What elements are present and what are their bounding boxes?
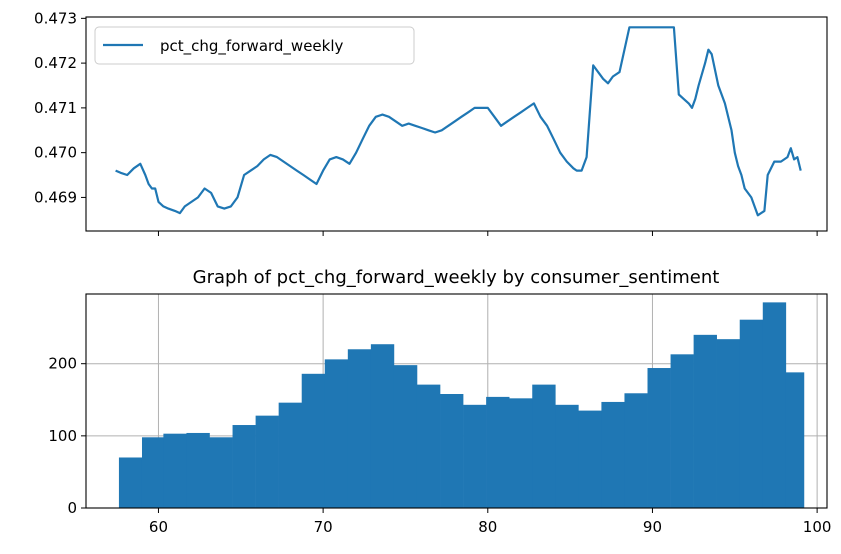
histogram-bar — [532, 384, 556, 508]
hist-x-tick-label: 100 — [803, 518, 832, 536]
histogram-bar — [785, 372, 805, 508]
histogram-bar — [416, 384, 441, 508]
histogram-bars — [118, 302, 805, 508]
histogram-bar — [186, 432, 210, 508]
hist-x-tick-label: 70 — [314, 518, 333, 536]
histogram-bar — [601, 401, 625, 508]
histogram-bar — [324, 359, 349, 508]
line-series-pct-chg-forward-weekly — [115, 26, 802, 217]
histogram-bar — [370, 344, 395, 508]
histogram-bar — [440, 394, 464, 508]
legend-box — [94, 26, 415, 65]
histogram-bar — [486, 396, 510, 508]
histogram-bar — [624, 393, 648, 508]
hist-y-tick-label: 0 — [67, 499, 77, 517]
histogram-frame — [85, 293, 828, 509]
line-chart-y-axis: 0.469 0.470 0.471 0.472 0.473 — [34, 9, 86, 206]
histogram-bar — [716, 339, 741, 508]
line-y-tick-label: 0.469 — [34, 188, 77, 206]
line-y-tick-label: 0.472 — [34, 54, 77, 72]
hist-x-tick-label: 90 — [643, 518, 662, 536]
histogram-bar — [347, 349, 372, 508]
histogram-y-axis: 0 100 200 — [48, 355, 86, 517]
hist-y-tick-label: 200 — [48, 355, 77, 373]
hist-x-tick-label: 60 — [149, 518, 168, 536]
histogram-bar — [278, 402, 303, 508]
histogram-bar — [163, 433, 187, 508]
histogram-bar — [232, 425, 256, 508]
line-chart-x-axis — [157, 231, 818, 236]
hist-x-tick-label: 80 — [478, 518, 497, 536]
line-y-tick-label: 0.473 — [34, 9, 77, 27]
histogram-bar — [739, 319, 764, 508]
line-y-tick-label: 0.470 — [34, 144, 77, 162]
histogram-bar — [393, 365, 418, 508]
histogram-bar — [255, 415, 279, 508]
histogram-bar — [301, 373, 326, 508]
line-y-tick-label: 0.471 — [34, 99, 77, 117]
histogram-bar — [463, 404, 487, 508]
hist-y-tick-label: 100 — [48, 427, 77, 445]
histogram-title: Graph of pct_chg_forward_weekly by consu… — [193, 267, 720, 288]
histogram-chart: Graph of pct_chg_forward_weekly by consu… — [48, 267, 831, 536]
legend: pct_chg_forward_weekly — [94, 26, 415, 65]
histogram-bar — [762, 302, 787, 508]
line-chart: 0.469 0.470 0.471 0.472 0.473 pct_chg_forwar… — [34, 9, 828, 236]
histogram-bar — [141, 437, 164, 508]
histogram-bar — [118, 457, 143, 508]
histogram-bar — [209, 437, 233, 508]
histogram-bar — [647, 368, 671, 508]
histogram-bar — [555, 404, 579, 508]
line-chart-frame — [85, 16, 828, 232]
histogram-bar — [578, 410, 602, 508]
histogram-x-axis: 60 70 80 90 100 — [149, 508, 832, 536]
histogram-bar — [670, 354, 694, 508]
histogram-bar — [693, 334, 717, 508]
legend-label: pct_chg_forward_weekly — [160, 37, 344, 56]
histogram-bar — [509, 398, 533, 508]
